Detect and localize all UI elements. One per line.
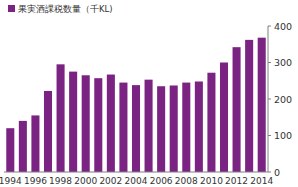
x-tick-label: 1994	[0, 176, 22, 186]
x-tick-label: 1998	[49, 176, 72, 186]
x-tick-label: 2004	[125, 176, 148, 186]
x-tick-label: 2008	[175, 176, 198, 186]
bar	[119, 83, 127, 172]
bar	[182, 83, 190, 172]
bar	[145, 80, 153, 172]
y-tick-label: 100	[274, 130, 292, 141]
legend-label: 果実酒課税数量（千KL)	[18, 4, 113, 14]
y-tick	[268, 135, 271, 136]
bar	[207, 73, 215, 172]
chart-svg: 0100200300400199419961998200020022004200…	[0, 0, 298, 187]
bar	[195, 81, 203, 172]
x-tick-label: 2006	[150, 176, 173, 186]
bar	[245, 40, 253, 172]
bar	[57, 64, 65, 172]
bar	[233, 47, 241, 172]
y-tick	[268, 172, 271, 173]
bar	[258, 38, 266, 172]
y-tick-label: 200	[274, 94, 292, 105]
x-tick-label: 2010	[200, 176, 223, 186]
bar	[170, 85, 178, 172]
y-tick-label: 0	[274, 167, 280, 178]
x-tick-label: 2014	[250, 176, 273, 186]
bars	[6, 38, 265, 172]
x-tick-label: 1996	[24, 176, 47, 186]
bar	[94, 78, 102, 172]
chart: 0100200300400199419961998200020022004200…	[0, 0, 298, 187]
y-tick-label: 300	[274, 57, 292, 68]
bar	[220, 63, 228, 173]
y-tick	[268, 99, 271, 100]
bar	[69, 72, 77, 172]
bar	[107, 75, 115, 172]
x-tick-label: 2000	[74, 176, 97, 186]
bar	[6, 128, 14, 172]
x-axis	[4, 172, 268, 173]
legend-swatch	[8, 5, 15, 12]
bar	[82, 75, 90, 172]
y-tick	[268, 26, 271, 27]
bar	[44, 91, 52, 172]
bar	[19, 121, 27, 172]
x-tick-label: 2012	[225, 176, 248, 186]
bar	[31, 115, 39, 172]
bar	[132, 85, 140, 172]
y-tick-label: 400	[274, 21, 292, 32]
bar	[157, 86, 165, 172]
y-tick	[268, 62, 271, 63]
x-tick-label: 2002	[99, 176, 122, 186]
